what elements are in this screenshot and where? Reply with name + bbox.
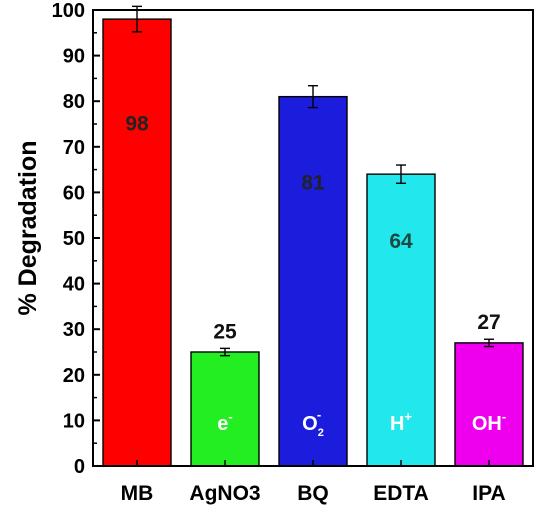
data-label-mb: 98	[125, 112, 149, 135]
y-tick-label: 20	[63, 365, 85, 387]
species-label-agno3: e-	[217, 409, 232, 435]
y-tick-label: 100	[52, 0, 85, 22]
y-axis-label: % Degradation	[14, 140, 42, 315]
bar-mb	[102, 18, 172, 467]
x-tick-label-bq: BQ	[297, 482, 329, 505]
species-label-bq: O2-	[302, 407, 324, 439]
species-label-edta: H+	[390, 409, 412, 435]
data-label-ipa: 27	[477, 311, 500, 334]
species-label-ipa: OH-	[472, 409, 506, 435]
y-tick-label: 70	[63, 137, 85, 159]
bar-edta	[366, 173, 436, 467]
x-tick-label-agno3: AgNO3	[189, 482, 260, 505]
bar-ipa	[454, 342, 524, 467]
data-label-edta: 64	[389, 230, 413, 253]
x-tick-label-edta: EDTA	[373, 482, 429, 505]
y-tick-label: 30	[63, 319, 85, 341]
x-tick-label-ipa: IPA	[472, 482, 505, 505]
x-tick-label-mb: MB	[121, 482, 154, 505]
data-label-agno3: 25	[213, 320, 237, 343]
plot-frame	[92, 9, 534, 467]
bar-bq	[278, 95, 348, 467]
y-tick-label: 10	[63, 410, 85, 432]
y-tick-label: 60	[63, 182, 85, 204]
y-tick-label: 0	[74, 456, 85, 478]
y-tick-label: 90	[63, 46, 85, 68]
data-label-bq: 81	[301, 171, 325, 194]
y-tick-label: 40	[63, 274, 85, 296]
bar-agno3	[190, 351, 260, 467]
y-tick-label: 80	[63, 91, 85, 113]
y-tick-label: 50	[63, 228, 85, 250]
